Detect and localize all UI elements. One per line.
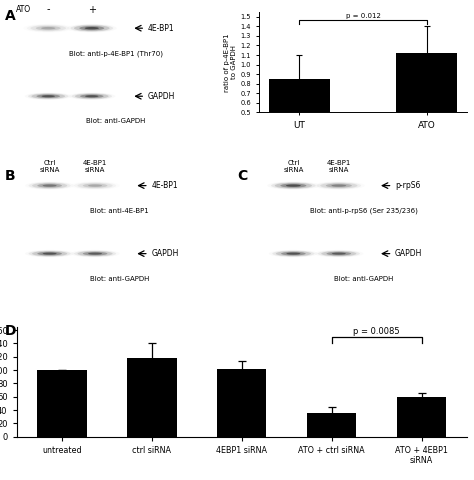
Ellipse shape — [327, 252, 351, 255]
Ellipse shape — [280, 183, 306, 188]
Ellipse shape — [80, 95, 103, 98]
Ellipse shape — [71, 250, 119, 257]
Ellipse shape — [88, 252, 102, 255]
Ellipse shape — [25, 181, 74, 190]
Bar — [217, 370, 266, 437]
Ellipse shape — [37, 252, 62, 255]
Ellipse shape — [42, 95, 55, 97]
Ellipse shape — [332, 252, 346, 255]
Ellipse shape — [85, 95, 99, 97]
Ellipse shape — [28, 251, 71, 257]
Text: B: B — [5, 169, 15, 183]
Ellipse shape — [331, 184, 346, 187]
Ellipse shape — [74, 182, 116, 189]
Ellipse shape — [72, 93, 112, 99]
Ellipse shape — [37, 183, 62, 188]
Bar — [37, 370, 87, 437]
Ellipse shape — [314, 250, 364, 257]
Text: -: - — [46, 5, 50, 14]
Bar — [127, 358, 176, 437]
Ellipse shape — [31, 94, 65, 99]
Text: 4E-BP1
siRNA: 4E-BP1 siRNA — [83, 160, 107, 173]
Ellipse shape — [68, 93, 115, 100]
Ellipse shape — [23, 24, 73, 33]
Text: Blot: anti-GAPDH: Blot: anti-GAPDH — [334, 276, 393, 282]
Ellipse shape — [272, 251, 314, 257]
Ellipse shape — [74, 25, 109, 31]
Text: +: + — [88, 5, 96, 14]
Ellipse shape — [83, 252, 108, 255]
Ellipse shape — [25, 250, 74, 257]
Ellipse shape — [267, 181, 319, 190]
Ellipse shape — [67, 24, 117, 33]
Ellipse shape — [71, 24, 113, 32]
Ellipse shape — [32, 183, 67, 189]
Ellipse shape — [78, 183, 113, 189]
Ellipse shape — [313, 181, 365, 190]
Ellipse shape — [318, 251, 360, 257]
Ellipse shape — [88, 184, 102, 187]
Ellipse shape — [281, 252, 306, 255]
Ellipse shape — [74, 251, 116, 257]
Text: Blot: anti-GAPDH: Blot: anti-GAPDH — [86, 118, 145, 124]
Ellipse shape — [43, 252, 57, 255]
Text: 4E-BP1
siRNA: 4E-BP1 siRNA — [327, 160, 351, 173]
Ellipse shape — [269, 250, 318, 257]
Ellipse shape — [41, 27, 55, 29]
Ellipse shape — [75, 94, 109, 99]
Ellipse shape — [27, 24, 70, 32]
Ellipse shape — [85, 27, 99, 29]
Ellipse shape — [83, 183, 108, 188]
Text: ATO: ATO — [16, 5, 31, 14]
Ellipse shape — [320, 183, 357, 189]
Text: Blot: anti-p-rpS6 (Ser 235/236): Blot: anti-p-rpS6 (Ser 235/236) — [310, 208, 418, 214]
Ellipse shape — [286, 252, 301, 255]
Ellipse shape — [326, 183, 352, 188]
Ellipse shape — [275, 183, 312, 189]
Bar — [396, 53, 457, 160]
Ellipse shape — [25, 93, 72, 100]
Ellipse shape — [28, 93, 68, 99]
Ellipse shape — [30, 25, 66, 31]
Ellipse shape — [36, 26, 61, 30]
Ellipse shape — [79, 26, 104, 30]
Ellipse shape — [32, 251, 67, 256]
Text: p-rpS6: p-rpS6 — [395, 181, 420, 190]
Ellipse shape — [317, 182, 361, 189]
Text: 4E-BP1: 4E-BP1 — [147, 24, 174, 33]
Text: 4E-BP1: 4E-BP1 — [151, 181, 178, 190]
Text: p = 0.0085: p = 0.0085 — [354, 327, 400, 336]
Text: Ctrl
siRNA: Ctrl siRNA — [39, 160, 60, 173]
Text: Blot: anti-GAPDH: Blot: anti-GAPDH — [90, 276, 150, 282]
Text: p = 0.012: p = 0.012 — [346, 12, 381, 19]
Text: D: D — [5, 324, 16, 338]
Text: GAPDH: GAPDH — [147, 92, 175, 101]
Text: Blot: anti-p-4E-BP1 (Thr70): Blot: anti-p-4E-BP1 (Thr70) — [69, 50, 163, 57]
Bar — [269, 79, 330, 160]
Ellipse shape — [43, 184, 57, 187]
Bar — [307, 413, 356, 437]
Ellipse shape — [36, 95, 60, 98]
Text: C: C — [237, 169, 247, 183]
Ellipse shape — [286, 184, 301, 187]
Text: GAPDH: GAPDH — [151, 249, 179, 258]
Ellipse shape — [271, 182, 316, 189]
Y-axis label: ratio of p-4E-BP1
to GAPDH: ratio of p-4E-BP1 to GAPDH — [224, 33, 237, 92]
Ellipse shape — [276, 251, 311, 256]
Ellipse shape — [321, 251, 356, 256]
Text: Ctrl
siRNA: Ctrl siRNA — [283, 160, 303, 173]
Ellipse shape — [78, 251, 113, 256]
Text: A: A — [5, 9, 16, 23]
Text: Blot: anti-4E-BP1: Blot: anti-4E-BP1 — [91, 208, 149, 214]
Ellipse shape — [28, 182, 71, 189]
Bar — [397, 397, 447, 437]
Text: GAPDH: GAPDH — [395, 249, 422, 258]
Ellipse shape — [71, 181, 119, 190]
